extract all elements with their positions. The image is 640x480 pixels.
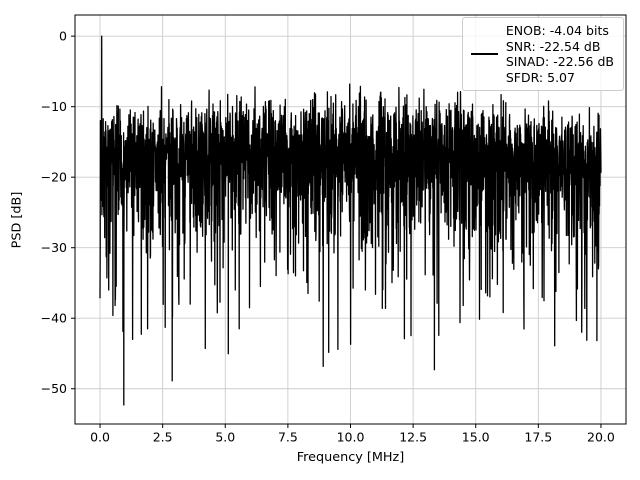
legend-entry-sfdr: SFDR: 5.07: [505, 69, 575, 85]
legend-labels: ENOB: -4.04 bits SNR: -22.54 dB SINAD: -…: [506, 23, 614, 85]
y-tick-label: −30: [41, 240, 67, 255]
x-tick-label: 7.5: [278, 430, 298, 445]
x-tick-label: 15.0: [462, 430, 490, 445]
x-axis-label: Frequency [MHz]: [296, 450, 405, 465]
y-tick-label: −10: [41, 99, 67, 114]
x-tick-label: 5.0: [215, 430, 235, 445]
legend-entry-snr: SNR: -22.54 dB: [505, 38, 601, 54]
x-tick-label: 2.5: [153, 430, 173, 445]
x-tick-label: 0.0: [90, 430, 110, 445]
x-tick-label: 20.0: [587, 430, 615, 445]
y-axis-label: PSD [dB]: [9, 191, 25, 249]
data-series: [99, 35, 602, 406]
y-tick-label: −20: [41, 169, 67, 184]
x-tick-label: 10.0: [337, 430, 365, 445]
legend-line-sample: [470, 53, 498, 56]
legend: ENOB: -4.04 bits SNR: -22.54 dB SINAD: -…: [461, 17, 624, 92]
axis-tick-labels: 0.0 2.5 5.0 7.5 10.0 12.5 15.0 17.5 20.0 0 −10 −20 −…: [41, 28, 615, 444]
x-tick-label: 12.5: [399, 430, 427, 445]
legend-entry-sinad: SINAD: -22.56 dB: [505, 54, 614, 70]
axis-ticks: [71, 35, 602, 428]
psd-trace: [99, 35, 602, 406]
y-tick-label: −50: [41, 381, 67, 396]
x-tick-label: 17.5: [524, 430, 552, 445]
y-tick-label: 0: [59, 28, 67, 43]
y-tick-label: −40: [41, 310, 67, 325]
legend-entry-enob: ENOB: -4.04 bits: [505, 23, 609, 38]
